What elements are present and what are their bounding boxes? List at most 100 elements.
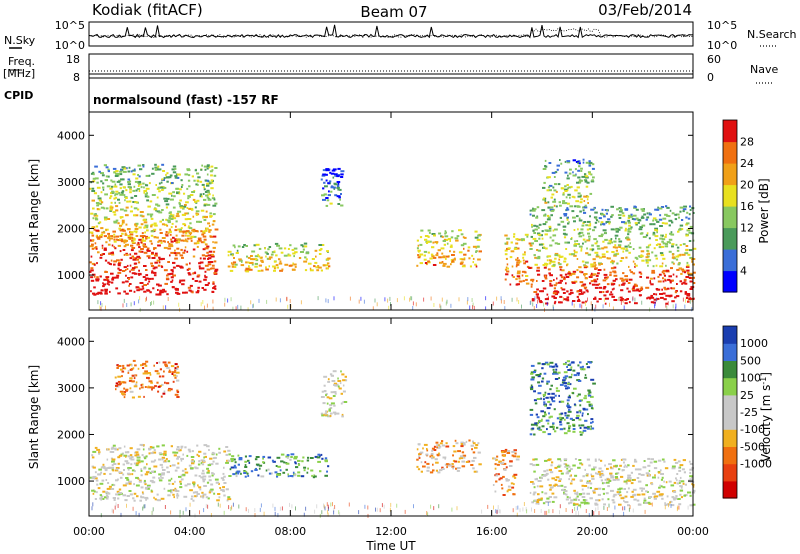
data-cell (141, 215, 145, 218)
data-cell (244, 466, 248, 468)
data-cell (661, 288, 663, 291)
data-cell (613, 274, 618, 277)
ground-scatter-cell (515, 506, 517, 510)
data-cell (106, 185, 111, 188)
data-cell (590, 378, 595, 381)
data-cell (530, 283, 533, 286)
data-cell (676, 246, 680, 249)
data-cell (579, 366, 583, 369)
data-cell (167, 460, 171, 463)
data-cell (326, 264, 329, 267)
data-cell (555, 205, 558, 208)
data-cell (114, 448, 118, 451)
data-cell (438, 232, 442, 235)
data-cell (577, 192, 581, 195)
data-cell (654, 474, 656, 477)
data-cell (536, 398, 541, 400)
data-cell (556, 277, 558, 280)
data-cell (459, 258, 463, 261)
data-cell (420, 461, 423, 464)
data-cell (117, 222, 120, 225)
data-cell (198, 486, 202, 489)
data-cell (675, 255, 680, 258)
ground-scatter-cell (651, 502, 653, 507)
data-cell (685, 276, 690, 278)
colorbar-segment (723, 160, 737, 164)
data-cell (303, 245, 308, 248)
data-cell (640, 254, 643, 257)
data-cell (175, 234, 178, 237)
data-cell (571, 253, 575, 256)
data-cell (646, 276, 650, 279)
data-cell (91, 190, 96, 192)
data-cell (579, 404, 582, 407)
data-cell (154, 163, 157, 166)
data-cell (181, 256, 184, 259)
ground-scatter-cell (412, 306, 414, 310)
ground-scatter-cell (634, 297, 636, 302)
data-cell (187, 286, 192, 289)
data-cell (618, 503, 622, 506)
data-cell (191, 229, 194, 232)
data-cell (570, 185, 573, 188)
data-cell (621, 469, 624, 472)
data-cell (638, 271, 642, 274)
data-cell (582, 475, 585, 478)
data-cell (171, 279, 174, 282)
data-cell (220, 477, 224, 480)
data-cell (541, 418, 543, 421)
data-cell (689, 225, 693, 228)
data-cell (456, 235, 460, 238)
data-cell (156, 188, 160, 190)
data-cell (568, 293, 572, 296)
data-cell (180, 457, 184, 460)
ground-scatter-cell (548, 296, 549, 301)
freq-label-2: [MHz] (3, 67, 35, 80)
data-cell (547, 255, 552, 258)
colorbar-segment (723, 273, 737, 277)
ground-scatter-cell (388, 305, 390, 310)
data-cell (452, 445, 456, 448)
data-cell (161, 257, 165, 260)
data-cell (330, 190, 333, 193)
data-cell (439, 442, 443, 445)
ground-scatter-cell (330, 502, 332, 507)
data-cell (284, 263, 289, 266)
data-cell (138, 238, 142, 241)
data-cell (684, 292, 688, 295)
data-cell (153, 274, 157, 277)
data-cell (559, 421, 562, 423)
data-cell (605, 297, 609, 300)
data-cell (176, 379, 180, 382)
data-cell (566, 264, 568, 267)
data-cell (144, 496, 148, 499)
data-cell (552, 423, 555, 426)
data-cell (146, 255, 151, 258)
data-cell (686, 264, 690, 267)
data-cell (658, 486, 661, 489)
data-cell (659, 214, 662, 217)
data-cell (580, 249, 583, 252)
data-cell (237, 245, 241, 248)
data-cell (437, 471, 441, 474)
data-cell (146, 289, 150, 292)
data-cell (581, 414, 584, 417)
freq-panel: Freq. [MHz] 18 8 60 0 Nave (3, 53, 778, 84)
data-cell (471, 448, 473, 451)
ground-scatter-cell (162, 305, 164, 310)
data-cell (176, 493, 179, 495)
data-cell (130, 170, 133, 173)
data-cell (96, 276, 99, 279)
data-cell (511, 274, 514, 277)
data-cell (132, 173, 136, 176)
data-cell (156, 381, 159, 384)
data-cell (610, 261, 613, 264)
data-cell (124, 199, 126, 202)
data-cell (122, 473, 125, 476)
data-cell (120, 191, 124, 194)
data-cell (587, 253, 592, 256)
data-cell (150, 452, 154, 455)
data-cell (137, 185, 140, 187)
ground-scatter-cell (526, 509, 528, 514)
data-cell (133, 230, 138, 233)
